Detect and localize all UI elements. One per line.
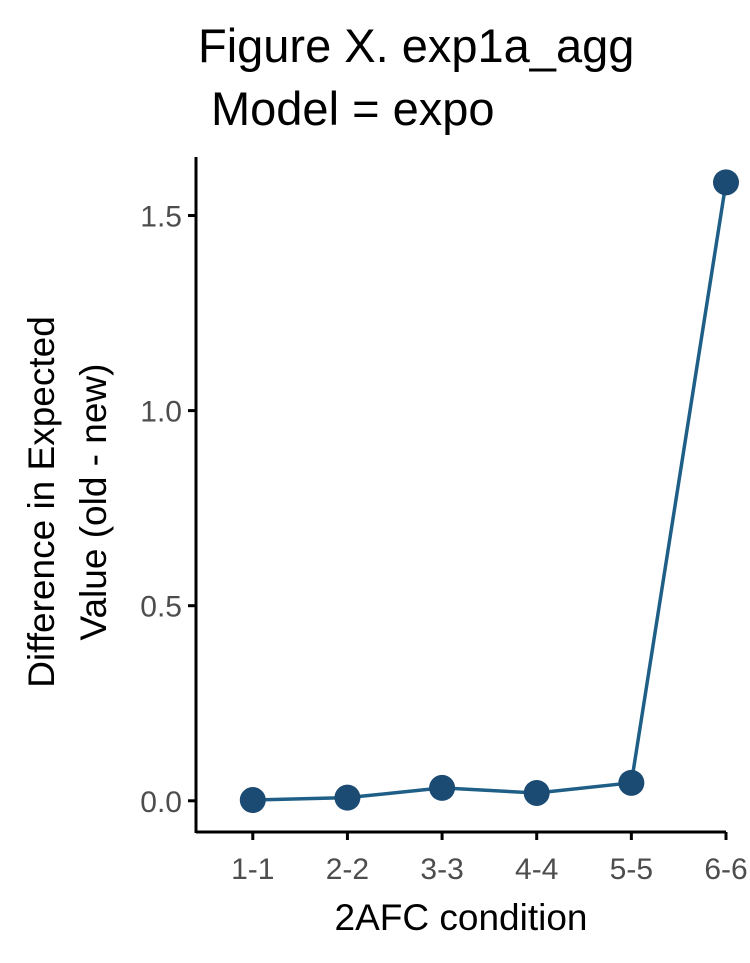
x-tick-label: 5-5 [610, 853, 653, 886]
data-point-3-3 [429, 774, 456, 801]
x-tick-label: 2-2 [326, 853, 369, 886]
data-point-2-2 [334, 784, 361, 811]
x-tick-label: 1-1 [231, 853, 274, 886]
y-ticks: 0.0 0.5 1.0 1.5 [140, 201, 196, 819]
x-ticks: 1-1 2-2 3-3 4-4 5-5 6-6 [231, 832, 748, 886]
y-tick-label: 0.0 [140, 786, 182, 819]
y-tick-label: 0.5 [140, 591, 182, 624]
y-tick-label: 1.0 [140, 396, 182, 429]
data-point-6-6 [713, 169, 739, 196]
series [239, 169, 739, 814]
x-tick-label: 4-4 [515, 853, 558, 886]
y-axis-title-line-1: Difference in Expected [21, 316, 62, 688]
x-tick-label: 3-3 [420, 853, 463, 886]
y-axis-title: Difference in Expected Value (old - new) [21, 316, 114, 688]
chart-title-line-2: Model = expo [211, 82, 495, 135]
data-point-1-1 [239, 787, 266, 814]
data-point-4-4 [523, 779, 550, 806]
chart-title-line-1: Figure X. exp1a_agg [198, 19, 635, 72]
y-tick-label: 1.5 [140, 201, 182, 234]
axes [194, 157, 726, 834]
x-tick-label: 6-6 [704, 853, 747, 886]
series-line [252, 182, 728, 802]
data-point-5-5 [618, 769, 645, 796]
y-axis-title-line-2: Value (old - new) [73, 364, 114, 641]
x-axis-title: 2AFC condition [335, 897, 588, 938]
